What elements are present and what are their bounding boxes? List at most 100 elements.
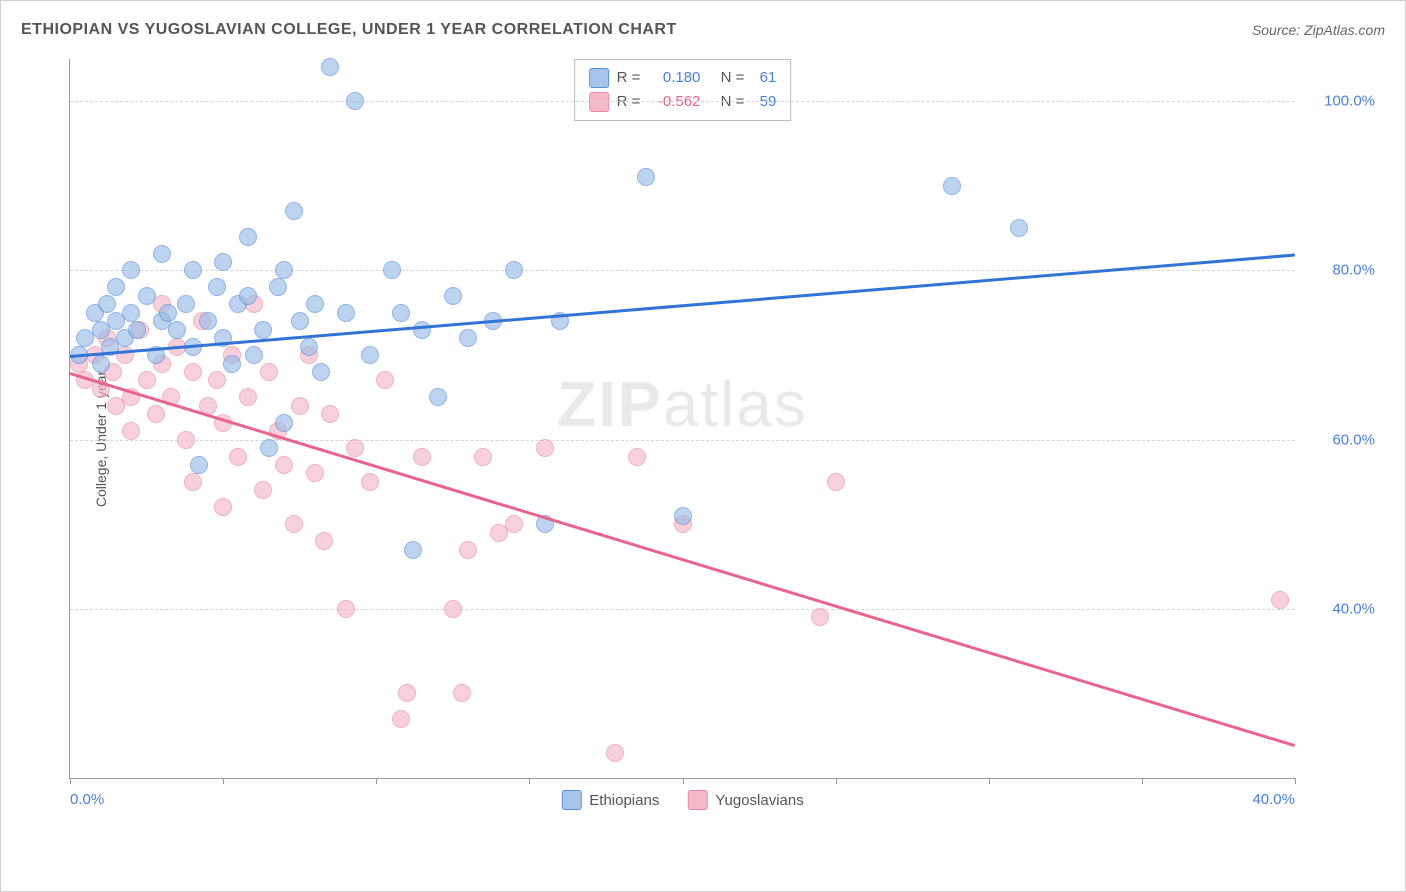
scatter-point-blue xyxy=(208,278,226,296)
x-tick xyxy=(683,778,684,784)
scatter-point-blue xyxy=(122,304,140,322)
x-tick xyxy=(223,778,224,784)
scatter-point-pink xyxy=(138,371,156,389)
scatter-point-blue xyxy=(92,355,110,373)
legend-item-yugoslavians: Yugoslavians xyxy=(687,790,803,810)
legend-item-ethiopians: Ethiopians xyxy=(561,790,659,810)
scatter-point-pink xyxy=(459,541,477,559)
scatter-point-blue xyxy=(159,304,177,322)
scatter-point-blue xyxy=(413,321,431,339)
scatter-point-pink xyxy=(184,473,202,491)
scatter-point-pink xyxy=(536,439,554,457)
scatter-point-blue xyxy=(943,177,961,195)
x-tick xyxy=(1142,778,1143,784)
trend-line-pink xyxy=(70,372,1296,747)
scatter-point-pink xyxy=(606,744,624,762)
scatter-point-blue xyxy=(128,321,146,339)
scatter-point-pink xyxy=(260,363,278,381)
gridline-h xyxy=(70,101,1295,102)
scatter-point-pink xyxy=(184,363,202,381)
scatter-point-pink xyxy=(811,608,829,626)
scatter-point-blue xyxy=(275,261,293,279)
scatter-point-pink xyxy=(208,371,226,389)
scatter-point-blue xyxy=(245,346,263,364)
plot-region: ZIPatlas R = 0.180 N = 61 R = -0.562 N = xyxy=(69,59,1295,779)
scatter-point-pink xyxy=(285,515,303,533)
scatter-point-blue xyxy=(177,295,195,313)
scatter-point-blue xyxy=(505,261,523,279)
stats-row-1: R = 0.180 N = 61 xyxy=(589,66,777,90)
scatter-point-blue xyxy=(300,338,318,356)
scatter-point-blue xyxy=(429,388,447,406)
scatter-point-blue xyxy=(260,439,278,457)
scatter-point-blue xyxy=(199,312,217,330)
x-tick-label: 40.0% xyxy=(1252,791,1295,808)
scatter-point-blue xyxy=(444,287,462,305)
scatter-point-pink xyxy=(116,346,134,364)
scatter-point-pink xyxy=(413,448,431,466)
scatter-point-blue xyxy=(214,253,232,271)
scatter-point-blue xyxy=(312,363,330,381)
x-tick xyxy=(376,778,377,784)
scatter-point-pink xyxy=(453,684,471,702)
gridline-h xyxy=(70,609,1295,610)
x-tick xyxy=(1295,778,1296,784)
x-tick xyxy=(529,778,530,784)
y-tick-label: 60.0% xyxy=(1305,431,1375,448)
swatch-pink-icon xyxy=(687,790,707,810)
scatter-point-pink xyxy=(275,456,293,474)
scatter-point-blue xyxy=(306,295,324,313)
scatter-point-blue xyxy=(346,92,364,110)
scatter-point-pink xyxy=(474,448,492,466)
scatter-point-blue xyxy=(168,321,186,339)
x-tick xyxy=(989,778,990,784)
scatter-point-pink xyxy=(346,439,364,457)
scatter-point-pink xyxy=(306,464,324,482)
scatter-point-pink xyxy=(505,515,523,533)
scatter-point-blue xyxy=(138,287,156,305)
scatter-point-blue xyxy=(190,456,208,474)
scatter-point-pink xyxy=(337,600,355,618)
scatter-point-blue xyxy=(291,312,309,330)
scatter-point-blue xyxy=(254,321,272,339)
scatter-point-pink xyxy=(321,405,339,423)
y-tick-label: 40.0% xyxy=(1305,600,1375,617)
scatter-point-pink xyxy=(291,397,309,415)
x-tick-label: 0.0% xyxy=(70,791,104,808)
scatter-point-pink xyxy=(376,371,394,389)
scatter-point-pink xyxy=(398,684,416,702)
scatter-point-blue xyxy=(269,278,287,296)
scatter-point-blue xyxy=(285,202,303,220)
swatch-blue-icon xyxy=(589,68,609,88)
scatter-point-pink xyxy=(392,710,410,728)
scatter-point-pink xyxy=(444,600,462,618)
scatter-point-pink xyxy=(315,532,333,550)
scatter-point-blue xyxy=(184,261,202,279)
x-tick xyxy=(70,778,71,784)
scatter-point-blue xyxy=(275,414,293,432)
source-attribution: Source: ZipAtlas.com xyxy=(1252,22,1385,38)
scatter-point-pink xyxy=(177,431,195,449)
stats-legend-box: R = 0.180 N = 61 R = -0.562 N = 59 xyxy=(574,59,792,121)
scatter-point-blue xyxy=(223,355,241,373)
x-tick xyxy=(836,778,837,784)
scatter-point-blue xyxy=(1010,219,1028,237)
scatter-point-blue xyxy=(459,329,477,347)
scatter-point-pink xyxy=(827,473,845,491)
scatter-point-blue xyxy=(392,304,410,322)
chart-header: ETHIOPIAN VS YUGOSLAVIAN COLLEGE, UNDER … xyxy=(21,21,1385,39)
y-tick-label: 80.0% xyxy=(1305,262,1375,279)
scatter-point-blue xyxy=(122,261,140,279)
scatter-point-pink xyxy=(147,405,165,423)
chart-container: ETHIOPIAN VS YUGOSLAVIAN COLLEGE, UNDER … xyxy=(0,0,1406,892)
scatter-point-blue xyxy=(637,168,655,186)
scatter-point-blue xyxy=(321,58,339,76)
chart-area: College, Under 1 year ZIPatlas R = 0.180… xyxy=(21,49,1385,829)
scatter-point-blue xyxy=(107,278,125,296)
y-tick-label: 100.0% xyxy=(1305,93,1375,110)
scatter-point-blue xyxy=(98,295,116,313)
scatter-point-blue xyxy=(239,228,257,246)
scatter-point-pink xyxy=(1271,591,1289,609)
swatch-blue-icon xyxy=(561,790,581,810)
chart-title: ETHIOPIAN VS YUGOSLAVIAN COLLEGE, UNDER … xyxy=(21,21,677,39)
